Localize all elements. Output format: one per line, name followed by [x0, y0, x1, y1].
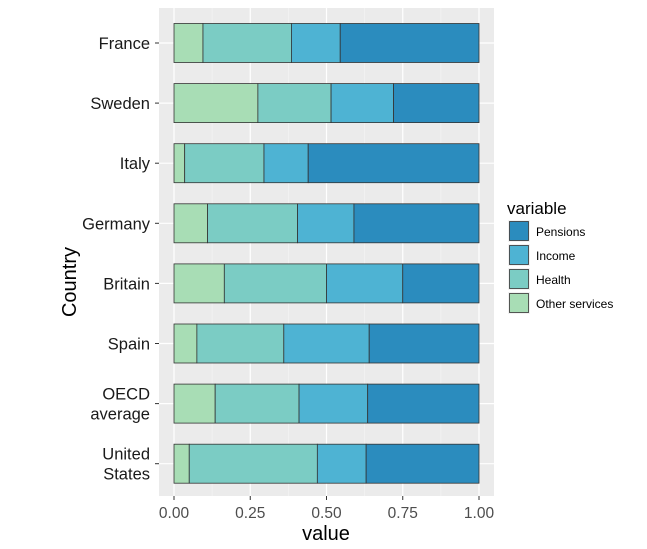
bar-other-services	[173, 443, 190, 484]
bar-pensions	[353, 203, 480, 244]
y-axis: France Sweden Italy Germany Britain Spain OECD…	[82, 35, 159, 484]
bar-other-services	[173, 323, 198, 364]
bar-pensions	[367, 383, 480, 424]
legend-swatch	[509, 221, 529, 241]
bar-pensions	[393, 83, 480, 123]
bar-pensions	[307, 143, 480, 184]
x-axis: 0.00 0.25 0.50 0.75 1.00	[159, 496, 495, 522]
bar-health	[202, 23, 292, 63]
legend-title: variable	[507, 199, 567, 218]
bar-income	[283, 323, 370, 364]
bar-income	[263, 143, 309, 184]
bar-other-services	[173, 383, 216, 424]
x-tick-label: 1.00	[464, 505, 495, 522]
bar-health	[188, 443, 318, 484]
y-tick-label: Sweden	[90, 95, 150, 113]
y-tick-label: United States	[102, 446, 150, 484]
legend-label: Other services	[536, 297, 613, 311]
bar-pensions	[339, 23, 480, 63]
y-tick-label: France	[99, 35, 150, 53]
bar-health	[207, 203, 298, 244]
x-tick-label: 0.25	[235, 505, 265, 522]
legend-swatch	[509, 245, 529, 265]
bar-pensions	[402, 263, 480, 304]
bars	[173, 23, 480, 484]
bar-health	[223, 263, 327, 304]
bar-income	[291, 23, 341, 63]
y-tick-label: Britain	[103, 275, 150, 293]
legend: variable Pensions Income Health Other servi…	[507, 199, 613, 314]
bar-other-services	[173, 203, 208, 244]
bar-income	[297, 203, 355, 244]
y-tick-label: Italy	[120, 155, 151, 173]
legend-label: Income	[536, 249, 576, 263]
bar-pensions	[368, 323, 480, 364]
y-axis-title: Country	[59, 247, 81, 317]
bar-other-services	[173, 83, 259, 123]
bar-income	[330, 83, 395, 123]
legend-swatch	[509, 269, 529, 289]
x-axis-title: value	[302, 523, 350, 545]
legend-swatch	[509, 293, 529, 313]
x-tick-label: 0.50	[311, 505, 342, 522]
legend-label: Health	[536, 273, 571, 287]
bar-pensions	[365, 443, 480, 484]
bar-other-services	[173, 23, 204, 63]
x-tick-label: 0.75	[388, 505, 418, 522]
bar-health	[184, 143, 265, 184]
y-tick-label: Spain	[108, 336, 150, 354]
bar-income	[326, 263, 404, 304]
bar-health	[214, 383, 300, 424]
bar-health	[257, 83, 332, 123]
bar-health	[196, 323, 285, 364]
bar-income	[298, 383, 369, 424]
y-tick-label: OECD average	[90, 386, 150, 424]
bar-income	[316, 443, 367, 484]
bar-other-services	[173, 143, 186, 184]
x-tick-label: 0.00	[159, 505, 190, 522]
legend-label: Pensions	[536, 225, 585, 239]
bar-other-services	[173, 263, 225, 304]
y-tick-label: Germany	[82, 215, 151, 233]
